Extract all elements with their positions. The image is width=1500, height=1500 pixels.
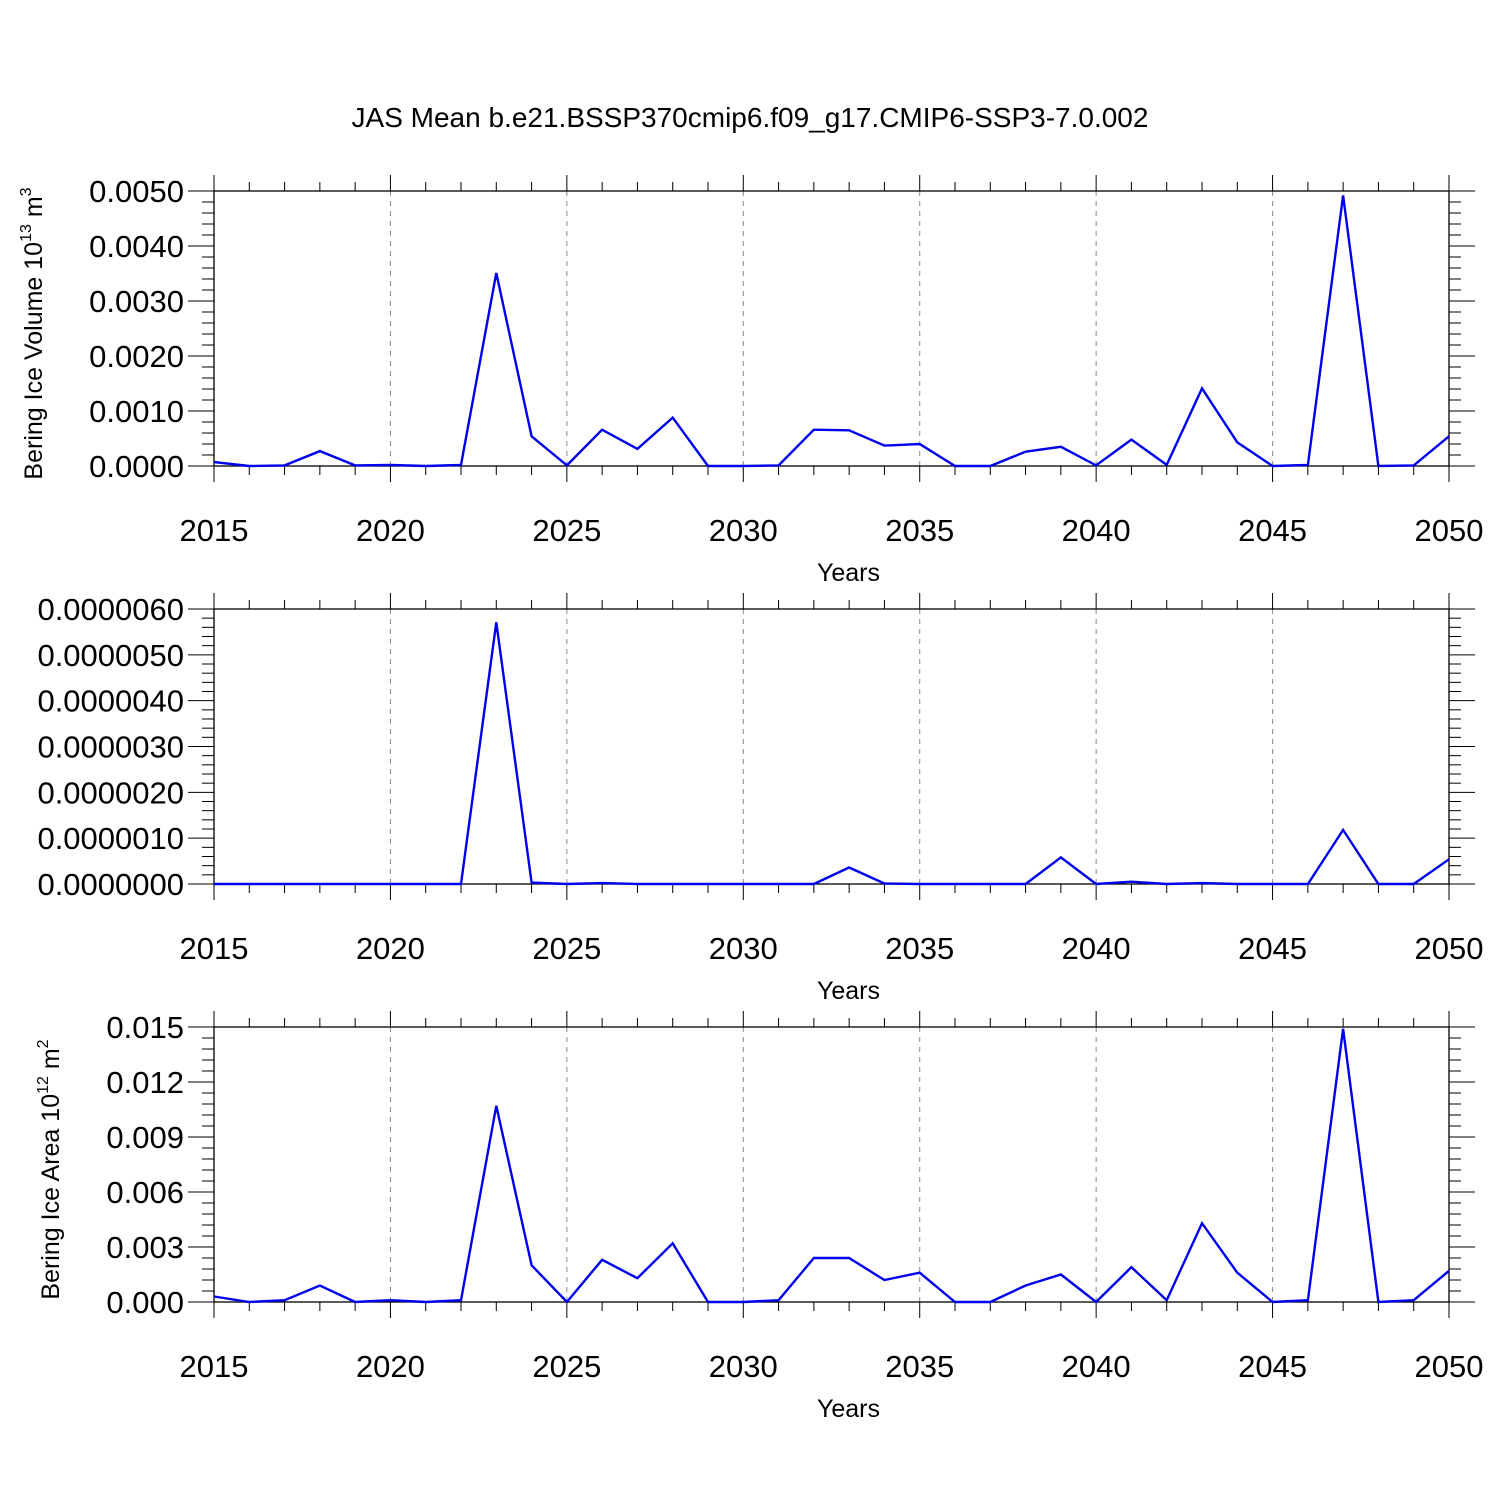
x-tick-label: 2030 xyxy=(709,931,778,966)
chart-panel-1: 0.0000 0.0010 0.0020 0.0030 0.0040 0.0050 2015… xyxy=(18,174,1483,587)
x-tick-label: 2050 xyxy=(1415,513,1484,548)
y-tick-label: 0.0000030 xyxy=(37,730,184,765)
x-tick-label: 2045 xyxy=(1238,513,1307,548)
plot-frame xyxy=(213,1026,1450,1303)
y-tick-label: 0.0000000 xyxy=(37,867,184,902)
chart-panel-3: 0.000 0.003 0.006 0.009 0.012 0.015 2015 2020 20… xyxy=(35,1010,1483,1423)
x-tick-label: 2045 xyxy=(1238,931,1307,966)
y-tick-label: 0.009 xyxy=(106,1120,184,1155)
series-line xyxy=(213,1028,1450,1304)
x-tick-label: 2015 xyxy=(180,931,249,966)
x-tick-label: 2015 xyxy=(180,513,249,548)
x-tick-label: 2030 xyxy=(709,513,778,548)
x-tick-label: 2015 xyxy=(180,1349,249,1384)
x-tick-label: 2050 xyxy=(1415,931,1484,966)
x-tick-label: 2020 xyxy=(356,513,425,548)
y-tick-label: 0.012 xyxy=(106,1065,184,1100)
x-tick-label: 2030 xyxy=(709,1349,778,1384)
y-tick-label: 0.0000060 xyxy=(37,592,184,627)
y-tick-label: 0.006 xyxy=(106,1175,184,1210)
y-tick-label: 0.0000020 xyxy=(37,775,184,810)
x-tick-label: 2020 xyxy=(356,931,425,966)
y-tick-label: 0.0000040 xyxy=(37,684,184,719)
y-tick-label: 0.000 xyxy=(106,1285,184,1320)
x-tick-label: 2020 xyxy=(356,1349,425,1384)
chart-title: JAS Mean b.e21.BSSP370cmip6.f09_g17.CMIP… xyxy=(352,102,1149,133)
x-tick-label: 2025 xyxy=(532,513,601,548)
x-tick-label: 2040 xyxy=(1062,513,1131,548)
y-tick-label: 0.0000 xyxy=(89,449,184,484)
panels: 0.0000 0.0010 0.0020 0.0030 0.0040 0.0050 2015… xyxy=(18,174,1483,1423)
x-axis-label: Years xyxy=(817,559,880,587)
y-tick-label: 0.0050 xyxy=(89,174,184,209)
y-axis-label: Bering Ice Volume 1013 m3 xyxy=(18,187,48,479)
x-axis-label: Years xyxy=(817,1395,880,1423)
plot-frame xyxy=(213,608,1450,885)
chart-panel-2: 0.0000000 0.0000010 0.0000020 0.0000030 0.00… xyxy=(37,592,1483,1005)
y-tick-label: 0.0010 xyxy=(89,394,184,429)
y-tick-label: 0.0040 xyxy=(89,229,184,264)
y-axis-label: Bering Ice Area 1012 m2 xyxy=(35,1039,65,1299)
x-axis-label: Years xyxy=(817,977,880,1005)
x-tick-label: 2025 xyxy=(532,931,601,966)
x-tick-label: 2025 xyxy=(532,1349,601,1384)
y-tick-label: 0.015 xyxy=(106,1010,184,1045)
y-tick-label: 0.0000050 xyxy=(37,638,184,673)
x-tick-label: 2045 xyxy=(1238,1349,1307,1384)
y-tick-label: 0.0020 xyxy=(89,339,184,374)
x-tick-label: 2040 xyxy=(1062,931,1131,966)
series-line xyxy=(213,195,1450,468)
x-tick-label: 2050 xyxy=(1415,1349,1484,1384)
x-tick-label: 2035 xyxy=(885,513,954,548)
series-line xyxy=(214,622,1450,886)
y-tick-label: 0.0000010 xyxy=(37,821,184,856)
y-tick-label: 0.0030 xyxy=(89,284,184,319)
x-tick-label: 2035 xyxy=(885,1349,954,1384)
plot-frame xyxy=(213,190,1450,467)
x-tick-label: 2035 xyxy=(885,931,954,966)
x-tick-label: 2040 xyxy=(1062,1349,1131,1384)
y-tick-label: 0.003 xyxy=(106,1230,184,1265)
